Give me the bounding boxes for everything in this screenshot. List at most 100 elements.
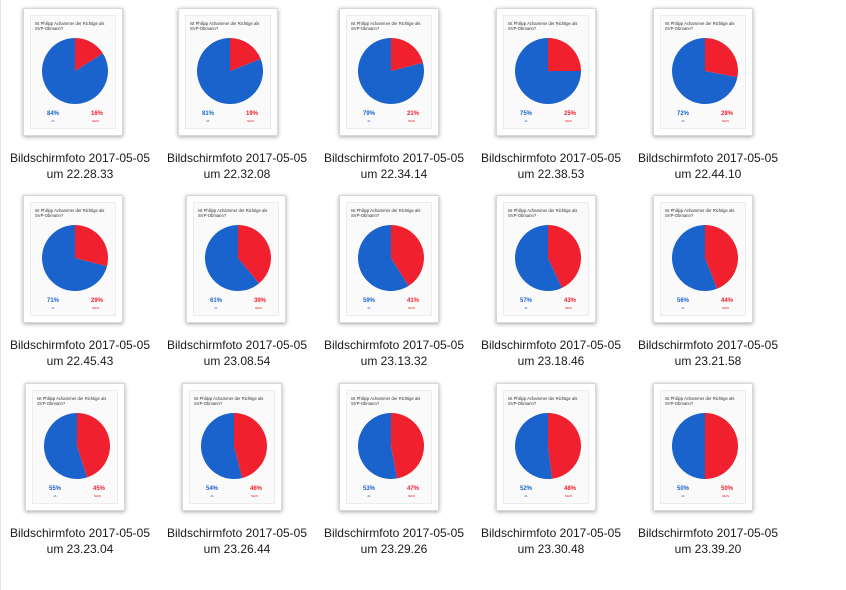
file-thumbnail[interactable]: Ist Philipp Achammer der Richtige als SV… <box>496 383 596 511</box>
file-item[interactable]: Ist Philipp Achammer der Richtige als SV… <box>315 383 471 568</box>
poll-question: Ist Philipp Achammer der Richtige als SV… <box>37 396 107 406</box>
file-thumbnail[interactable]: Ist Philipp Achammer der Richtige als SV… <box>496 195 596 323</box>
ja-label: JA <box>367 494 371 498</box>
file-name-line2: um 23.21.58 <box>674 354 742 368</box>
file-name[interactable]: Bildschirmfoto 2017-05-05 um 23.23.04 <box>1 525 159 557</box>
file-item[interactable]: Ist Philipp Achammer der Richtige als SV… <box>315 195 471 380</box>
ja-percentage: 84% <box>47 111 60 117</box>
file-name-line1: Bildschirmfoto 2017-05-05 <box>637 151 779 165</box>
ja-percentage: 81% <box>202 111 215 117</box>
ja-percentage: 61% <box>210 298 223 304</box>
file-item[interactable]: Ist Philipp Achammer der Richtige als SV… <box>1 195 157 380</box>
file-thumbnail[interactable]: Ist Philipp Achammer der Richtige als SV… <box>653 195 753 323</box>
nein-percentage: 47% <box>407 486 420 492</box>
file-thumbnail[interactable]: Ist Philipp Achammer der Richtige als SV… <box>23 195 123 323</box>
file-thumbnail[interactable]: Ist Philipp Achammer der Richtige als SV… <box>25 383 125 511</box>
file-name-line1: Bildschirmfoto 2017-05-05 <box>9 526 151 540</box>
ja-label: JA <box>681 306 685 310</box>
file-item[interactable]: Ist Philipp Achammer der Richtige als SV… <box>472 8 628 193</box>
pie-slice-ja <box>671 225 718 291</box>
file-name-line1: Bildschirmfoto 2017-05-05 <box>637 338 779 352</box>
nein-percentage: 48% <box>564 486 577 492</box>
poll-question: Ist Philipp Achammer der Richtige als SV… <box>351 396 421 406</box>
file-thumbnail[interactable]: Ist Philipp Achammer der Richtige als SV… <box>339 8 439 136</box>
file-name[interactable]: Bildschirmfoto 2017-05-05 um 23.13.32 <box>315 337 473 369</box>
file-name[interactable]: Bildschirmfoto 2017-05-05 um 23.08.54 <box>158 337 316 369</box>
file-name[interactable]: Bildschirmfoto 2017-05-05 um 22.45.43 <box>1 337 159 369</box>
file-name-line2: um 23.29.26 <box>360 542 428 556</box>
file-thumbnail[interactable]: Ist Philipp Achammer der Richtige als SV… <box>653 8 753 136</box>
pie-slice-ja <box>41 225 107 291</box>
ja-percentage: 52% <box>520 486 533 492</box>
pie-slice-nein <box>705 38 739 78</box>
file-thumbnail[interactable]: Ist Philipp Achammer der Richtige als SV… <box>23 8 123 136</box>
file-item[interactable]: Ist Philipp Achammer der Richtige als SV… <box>1 383 157 568</box>
file-thumbnail[interactable]: Ist Philipp Achammer der Richtige als SV… <box>178 8 278 136</box>
file-name-line2: um 22.44.10 <box>674 167 742 181</box>
pie-chart <box>513 36 583 106</box>
file-name-line1: Bildschirmfoto 2017-05-05 <box>323 151 465 165</box>
file-item[interactable]: Ist Philipp Achammer der Richtige als SV… <box>158 383 314 568</box>
file-name[interactable]: Bildschirmfoto 2017-05-05 um 22.34.14 <box>315 150 473 182</box>
file-name-line2: um 22.38.53 <box>517 167 585 181</box>
file-item[interactable]: Ist Philipp Achammer der Richtige als SV… <box>1 8 157 193</box>
poll-card: Ist Philipp Achammer der Richtige als SV… <box>503 202 589 316</box>
file-item[interactable]: Ist Philipp Achammer der Richtige als SV… <box>629 8 785 193</box>
file-name-line1: Bildschirmfoto 2017-05-05 <box>480 526 622 540</box>
pie-chart <box>670 36 740 106</box>
file-name[interactable]: Bildschirmfoto 2017-05-05 um 23.30.48 <box>472 525 630 557</box>
pie-chart <box>513 223 583 293</box>
poll-question: Ist Philipp Achammer der Richtige als SV… <box>35 208 105 218</box>
ja-percentage: 57% <box>520 298 533 304</box>
file-name-line1: Bildschirmfoto 2017-05-05 <box>166 151 308 165</box>
pie-slice-nein <box>234 413 267 478</box>
pie-slice-ja <box>672 413 705 479</box>
pie-slice-nein <box>548 225 582 288</box>
file-name-line1: Bildschirmfoto 2017-05-05 <box>323 338 465 352</box>
file-name[interactable]: Bildschirmfoto 2017-05-05 um 23.18.46 <box>472 337 630 369</box>
file-item[interactable]: Ist Philipp Achammer der Richtige als SV… <box>315 8 471 193</box>
pie-slice-nein <box>705 413 738 479</box>
ja-label: JA <box>524 119 528 123</box>
file-name[interactable]: Bildschirmfoto 2017-05-05 um 23.29.26 <box>315 525 473 557</box>
file-thumbnail[interactable]: Ist Philipp Achammer der Richtige als SV… <box>653 383 753 511</box>
file-name[interactable]: Bildschirmfoto 2017-05-05 um 22.38.53 <box>472 150 630 182</box>
poll-card: Ist Philipp Achammer der Richtige als SV… <box>32 390 118 504</box>
nein-label: NEIN <box>92 306 100 310</box>
file-name[interactable]: Bildschirmfoto 2017-05-05 um 22.28.33 <box>1 150 159 182</box>
file-name-line2: um 22.28.33 <box>46 167 114 181</box>
nein-percentage: 44% <box>721 298 734 304</box>
pie-slice-nein <box>238 225 271 284</box>
file-name[interactable]: Bildschirmfoto 2017-05-05 um 22.32.08 <box>158 150 316 182</box>
pie-chart <box>203 223 273 293</box>
file-name-line2: um 22.32.08 <box>203 167 271 181</box>
poll-card: Ist Philipp Achammer der Richtige als SV… <box>503 390 589 504</box>
file-item[interactable]: Ist Philipp Achammer der Richtige als SV… <box>158 195 314 380</box>
file-name[interactable]: Bildschirmfoto 2017-05-05 um 22.44.10 <box>629 150 787 182</box>
poll-question: Ist Philipp Achammer der Richtige als SV… <box>194 396 264 406</box>
ja-percentage: 59% <box>363 298 376 304</box>
pie-chart <box>195 36 265 106</box>
file-name[interactable]: Bildschirmfoto 2017-05-05 um 23.26.44 <box>158 525 316 557</box>
file-item[interactable]: Ist Philipp Achammer der Richtige als SV… <box>629 383 785 568</box>
nein-label: NEIN <box>565 494 573 498</box>
file-item[interactable]: Ist Philipp Achammer der Richtige als SV… <box>472 195 628 380</box>
file-item[interactable]: Ist Philipp Achammer der Richtige als SV… <box>472 383 628 568</box>
nein-percentage: 45% <box>93 486 106 492</box>
poll-question: Ist Philipp Achammer der Richtige als SV… <box>190 21 260 31</box>
pie-chart <box>40 36 110 106</box>
nein-label: NEIN <box>722 119 730 123</box>
pie-slice-ja <box>196 37 263 105</box>
file-name[interactable]: Bildschirmfoto 2017-05-05 um 23.21.58 <box>629 337 787 369</box>
pie-slice-nein <box>75 38 103 71</box>
file-thumbnail[interactable]: Ist Philipp Achammer der Richtige als SV… <box>182 383 282 511</box>
file-name-line2: um 23.13.32 <box>360 354 428 368</box>
file-item[interactable]: Ist Philipp Achammer der Richtige als SV… <box>158 8 314 193</box>
file-thumbnail[interactable]: Ist Philipp Achammer der Richtige als SV… <box>186 195 286 323</box>
file-thumbnail[interactable]: Ist Philipp Achammer der Richtige als SV… <box>339 383 439 511</box>
file-thumbnail[interactable]: Ist Philipp Achammer der Richtige als SV… <box>496 8 596 136</box>
file-name[interactable]: Bildschirmfoto 2017-05-05 um 23.39.20 <box>629 525 787 557</box>
file-item[interactable]: Ist Philipp Achammer der Richtige als SV… <box>629 195 785 380</box>
file-thumbnail[interactable]: Ist Philipp Achammer der Richtige als SV… <box>339 195 439 323</box>
ja-label: JA <box>524 494 528 498</box>
